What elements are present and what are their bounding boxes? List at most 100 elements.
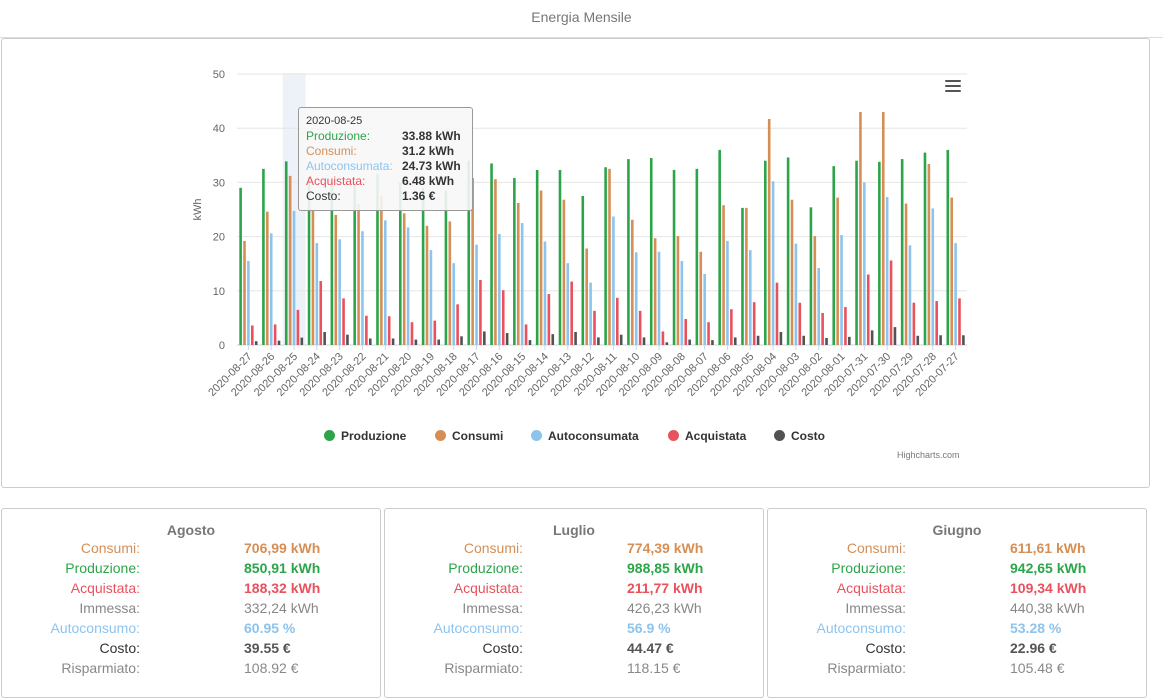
stat-value: 942,65 kWh xyxy=(1010,560,1087,576)
bar-consumi xyxy=(699,251,703,345)
tooltip-series-name: Consumi: xyxy=(306,144,357,158)
bar-costo xyxy=(574,331,577,345)
bar-consumi xyxy=(334,214,338,345)
stat-value: 118.15 € xyxy=(627,660,681,676)
legend-item-acquistata[interactable]: Acquistata xyxy=(668,429,746,443)
bar-produzione xyxy=(353,182,356,345)
stat-value: 44.47 € xyxy=(627,640,674,656)
bar-acquistata xyxy=(251,325,254,345)
legend-item-consumi[interactable]: Consumi xyxy=(435,429,503,443)
bar-consumi xyxy=(745,207,748,345)
bar-autoconsumata xyxy=(383,220,387,345)
bar-costo xyxy=(460,336,463,345)
bar-consumi xyxy=(813,236,817,345)
bar-produzione xyxy=(467,160,471,345)
bar-acquistata xyxy=(889,260,893,345)
bar-costo xyxy=(528,340,532,345)
bar-autoconsumata xyxy=(520,223,524,345)
bar-autoconsumata xyxy=(908,245,912,345)
bar-produzione xyxy=(262,168,265,345)
stat-label: Consumi: xyxy=(463,540,523,556)
tooltip-series-value: 33.88 kWh xyxy=(402,129,461,143)
hamburger-menu-icon[interactable] xyxy=(943,77,963,95)
stat-row-immessa: Immessa: 426,23 kWh xyxy=(385,600,763,620)
bar-costo xyxy=(962,335,965,345)
bar-costo xyxy=(870,330,874,345)
tooltip-series-name: Costo: xyxy=(306,189,341,203)
bar-produzione xyxy=(649,158,653,345)
bar-consumi xyxy=(243,240,246,345)
bar-produzione xyxy=(284,161,288,345)
bar-acquistata xyxy=(501,290,505,345)
bar-acquistata xyxy=(821,313,824,345)
bar-consumi xyxy=(402,213,406,345)
bar-autoconsumata xyxy=(429,250,433,345)
bar-acquistata xyxy=(912,302,916,345)
highcharts-credits-link[interactable]: Highcharts.com xyxy=(897,450,960,460)
bar-costo xyxy=(277,340,281,345)
stat-row-immessa: Immessa: 332,24 kWh xyxy=(2,600,380,620)
stat-label: Immessa: xyxy=(845,600,906,616)
bar-costo xyxy=(848,336,851,345)
chart-tooltip: 2020-08-25 Produzione: 33.88 kWh Consumi: 3… xyxy=(298,107,473,211)
bar-costo xyxy=(254,341,258,345)
stat-value: 108.92 € xyxy=(244,660,299,676)
bar-costo xyxy=(779,331,783,345)
stat-row-consumi: Consumi: 611,61 kWh xyxy=(768,540,1146,560)
y-tick-label: 50 xyxy=(213,69,225,81)
bar-autoconsumata xyxy=(612,216,615,345)
stat-value: 22.96 € xyxy=(1010,640,1057,656)
bar-produzione xyxy=(923,152,927,345)
legend-label: Autoconsumata xyxy=(548,429,639,443)
bar-produzione xyxy=(763,160,767,345)
stat-row-autoconsumo: Autoconsumo: 53.28 % xyxy=(768,620,1146,640)
bar-consumi xyxy=(653,238,657,345)
bar-consumi xyxy=(471,178,474,345)
y-tick-label: 20 xyxy=(213,232,225,244)
bar-autoconsumata xyxy=(634,252,638,345)
bar-autoconsumata xyxy=(863,182,866,345)
bar-autoconsumata xyxy=(748,250,752,345)
bar-autoconsumata xyxy=(817,268,821,345)
month-title: Giugno xyxy=(932,522,982,538)
bar-costo xyxy=(437,339,441,345)
bar-autoconsumata xyxy=(566,263,570,345)
bar-consumi xyxy=(836,197,839,345)
stat-row-costo: Costo: 39.55 € xyxy=(2,640,380,660)
legend-marker-icon xyxy=(435,430,446,441)
stat-row-produzione: Produzione: 942,65 kWh xyxy=(768,560,1146,580)
stat-label: Autoconsumo: xyxy=(433,620,524,636)
tooltip-title: 2020-08-25 xyxy=(306,115,363,127)
tooltip-row: Produzione: 33.88 kWh xyxy=(306,129,472,144)
stat-value: 188,32 kWh xyxy=(244,580,321,596)
bar-consumi xyxy=(767,118,771,346)
bar-acquistata xyxy=(456,304,459,345)
bar-produzione xyxy=(786,157,790,345)
stat-value: 611,61 kWh xyxy=(1010,540,1086,556)
legend-item-costo[interactable]: Costo xyxy=(774,429,825,443)
stat-label: Acquistata: xyxy=(453,580,523,596)
bar-acquistata xyxy=(866,274,870,345)
bar-consumi xyxy=(448,221,452,345)
tooltip-series-value: 1.36 € xyxy=(402,189,436,203)
bar-consumi xyxy=(494,179,497,345)
stat-row-acquistata: Acquistata: 188,32 kWh xyxy=(2,580,380,600)
bar-produzione xyxy=(809,207,813,345)
stat-value: 39.55 € xyxy=(244,640,291,656)
bar-autoconsumata xyxy=(452,263,456,345)
bar-produzione xyxy=(376,174,379,345)
month-summary-panel: Giugno Consumi: 611,61 kWh Produzione: 942,6… xyxy=(767,508,1147,698)
bar-acquistata xyxy=(707,322,710,345)
chart-panel: 0 10 20 30 40 50 kWh 2020-08-27 2020-08-26 2020-0… xyxy=(1,38,1150,488)
bar-costo xyxy=(733,337,737,345)
legend-item-autoconsumata[interactable]: Autoconsumata xyxy=(531,429,639,443)
bar-acquistata xyxy=(319,281,323,345)
stat-label: Autoconsumo: xyxy=(816,620,907,636)
stat-row-risparmiato: Risparmiato: 108.92 € xyxy=(2,660,380,680)
bar-acquistata xyxy=(684,318,688,345)
stat-label: Risparmiato: xyxy=(444,660,523,676)
legend-item-produzione[interactable]: Produzione xyxy=(324,429,406,443)
bar-produzione xyxy=(741,207,744,345)
stat-row-acquistata: Acquistata: 109,34 kWh xyxy=(768,580,1146,600)
bar-acquistata xyxy=(616,297,619,345)
